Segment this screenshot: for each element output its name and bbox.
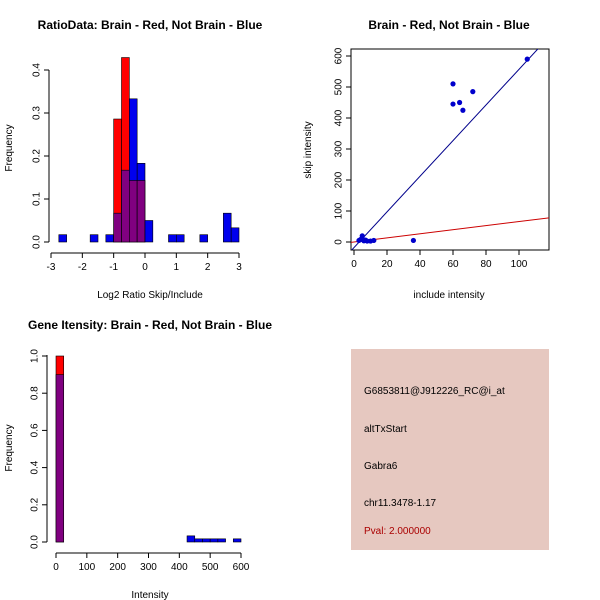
scatter-y-tick-label: 500 bbox=[334, 78, 345, 95]
ratio-x-tick-label: 1 bbox=[174, 262, 180, 273]
ratio-histogram-xlabel: Log2 Ratio Skip/Include bbox=[97, 290, 203, 301]
scatter-y-tick-label: 0 bbox=[334, 239, 345, 245]
intensity-scatter-ylabel: skip intensity bbox=[303, 121, 314, 178]
ratio-histogram-bars bbox=[58, 57, 240, 243]
genomic-location: chr11.3478-1.17 bbox=[364, 498, 437, 509]
scatter-point bbox=[359, 233, 365, 239]
ratio-y-tick-label: 0.1 bbox=[32, 192, 43, 206]
scatter-x-tick-label: 0 bbox=[351, 259, 357, 270]
gene-name: Gabra6 bbox=[364, 461, 398, 472]
p-value: Pval: 2.000000 bbox=[364, 526, 431, 537]
event-type: altTxStart bbox=[364, 424, 407, 435]
ratio-bar-a bbox=[58, 234, 67, 243]
gene-bar-overlap bbox=[55, 374, 65, 543]
gene-bar-b bbox=[209, 538, 219, 543]
gene-bar-b bbox=[202, 538, 211, 543]
intensity-scatter-title: Brain - Red, Not Brain - Blue bbox=[368, 18, 530, 32]
gene-x-tick-label: 400 bbox=[171, 562, 188, 573]
scatter-x-tick-label: 80 bbox=[480, 259, 492, 270]
scatter-x-tick-label: 20 bbox=[381, 259, 393, 270]
intensity-scatter-y-ticks: 0 100 200 300 400 500 600 bbox=[334, 47, 351, 245]
gene-y-tick-label: 0.2 bbox=[30, 497, 41, 511]
ratio-y-tick-label: 0.4 bbox=[32, 63, 43, 77]
scatter-point bbox=[371, 237, 377, 244]
gene-intensity-y-ticks: 0.0 0.2 0.4 0.6 0.8 1.0 bbox=[30, 349, 47, 549]
intensity-scatter-xlabel: include intensity bbox=[413, 290, 484, 301]
gene-x-tick-label: 0 bbox=[53, 562, 59, 573]
scatter-x-tick-label: 60 bbox=[447, 259, 459, 270]
ratio-x-tick-label: 3 bbox=[236, 262, 242, 273]
ratio-bar-overlap bbox=[121, 169, 130, 243]
gene-y-tick-label: 1.0 bbox=[30, 349, 41, 363]
scatter-point bbox=[410, 237, 416, 244]
ratio-bar-a bbox=[168, 234, 177, 243]
gene-bar-b bbox=[186, 535, 196, 543]
scatter-point bbox=[524, 56, 530, 62]
probe-info-panel: G6853811@J912226_RC@i_at altTxStart Gabr… bbox=[351, 349, 549, 550]
scatter-y-tick-label: 200 bbox=[334, 171, 345, 188]
ratio-x-tick-label: -1 bbox=[109, 262, 118, 273]
scatter-point bbox=[460, 107, 466, 113]
ratio-y-tick-label: 0.3 bbox=[32, 106, 43, 120]
scatter-x-tick-label: 100 bbox=[511, 259, 528, 270]
gene-y-tick-label: 0.4 bbox=[30, 460, 41, 474]
ratio-bar-a bbox=[144, 220, 154, 243]
ratio-bar-a bbox=[230, 227, 240, 243]
gene-y-tick-label: 0.0 bbox=[30, 535, 41, 549]
ratio-bar-overlap bbox=[136, 180, 146, 243]
scatter-point bbox=[450, 81, 456, 87]
ratio-histogram-ylabel: Frequency bbox=[4, 124, 15, 171]
scatter-y-tick-label: 600 bbox=[334, 47, 345, 64]
gene-intensity-ylabel: Frequency bbox=[4, 424, 15, 471]
gene-x-tick-label: 300 bbox=[140, 562, 157, 573]
gene-bar-b bbox=[194, 538, 203, 543]
gene-y-tick-label: 0.8 bbox=[30, 386, 41, 400]
ratio-y-tick-label: 0.2 bbox=[32, 149, 43, 163]
probe-id: G6853811@J912226_RC@i_at bbox=[364, 386, 505, 397]
scatter-point bbox=[457, 99, 463, 106]
ratio-bar-overlap bbox=[129, 180, 138, 243]
ratio-bar-a bbox=[176, 234, 185, 243]
gene-intensity-title: Gene Itensity: Brain - Red, Not Brain - … bbox=[28, 318, 272, 332]
intensity-scatter-frame bbox=[350, 48, 550, 251]
gene-x-tick-label: 600 bbox=[233, 562, 250, 573]
ratio-bar-overlap bbox=[113, 212, 122, 243]
ratio-x-tick-label: -2 bbox=[78, 262, 87, 273]
intensity-scatter: Brain - Red, Not Brain - Blue 0 20 40 60 80 1… bbox=[303, 18, 550, 301]
ratio-histogram-title: RatioData: Brain - Red, Not Brain - Blue bbox=[38, 18, 263, 32]
intensity-scatter-fit-lines bbox=[351, 49, 549, 250]
gene-x-tick-label: 100 bbox=[78, 562, 95, 573]
gene-x-tick-label: 200 bbox=[109, 562, 126, 573]
ratio-x-tick-label: 2 bbox=[205, 262, 211, 273]
ratio-bar-a bbox=[223, 212, 232, 243]
gene-intensity-bars bbox=[55, 355, 242, 543]
ratio-histogram: RatioData: Brain - Red, Not Brain - Blue… bbox=[4, 18, 263, 301]
gene-bar-b bbox=[217, 538, 226, 543]
scatter-y-tick-label: 100 bbox=[334, 202, 345, 219]
scatter-point bbox=[450, 101, 456, 107]
intensity-scatter-x-ticks: 0 20 40 60 80 100 bbox=[351, 250, 528, 270]
fit-line bbox=[351, 49, 539, 250]
fit-line bbox=[351, 217, 549, 243]
gene-bar-b bbox=[232, 538, 242, 543]
ratio-histogram-y-ticks: 0.0 0.1 0.2 0.3 0.4 bbox=[32, 63, 49, 249]
gene-intensity-xlabel: Intensity bbox=[131, 590, 168, 600]
gene-intensity-x-ticks: 0 100 200 300 400 500 600 bbox=[53, 553, 250, 573]
ratio-x-tick-label: -3 bbox=[47, 262, 56, 273]
intensity-scatter-points bbox=[356, 56, 530, 244]
gene-y-tick-label: 0.6 bbox=[30, 423, 41, 437]
scatter-point bbox=[470, 89, 476, 95]
gene-x-tick-label: 500 bbox=[202, 562, 219, 573]
gene-intensity-histogram: Gene Itensity: Brain - Red, Not Brain - … bbox=[4, 318, 272, 600]
scatter-y-tick-label: 400 bbox=[334, 109, 345, 126]
ratio-x-tick-label: 0 bbox=[142, 262, 148, 273]
ratio-bar-a bbox=[89, 234, 99, 243]
ratio-bar-a bbox=[105, 234, 114, 243]
scatter-y-tick-label: 300 bbox=[334, 140, 345, 157]
ratio-bar-a bbox=[199, 234, 208, 243]
ratio-histogram-x-ticks: -3 -2 -1 0 1 2 3 bbox=[47, 253, 242, 273]
ratio-y-tick-label: 0.0 bbox=[32, 235, 43, 249]
scatter-x-tick-label: 40 bbox=[414, 259, 426, 270]
